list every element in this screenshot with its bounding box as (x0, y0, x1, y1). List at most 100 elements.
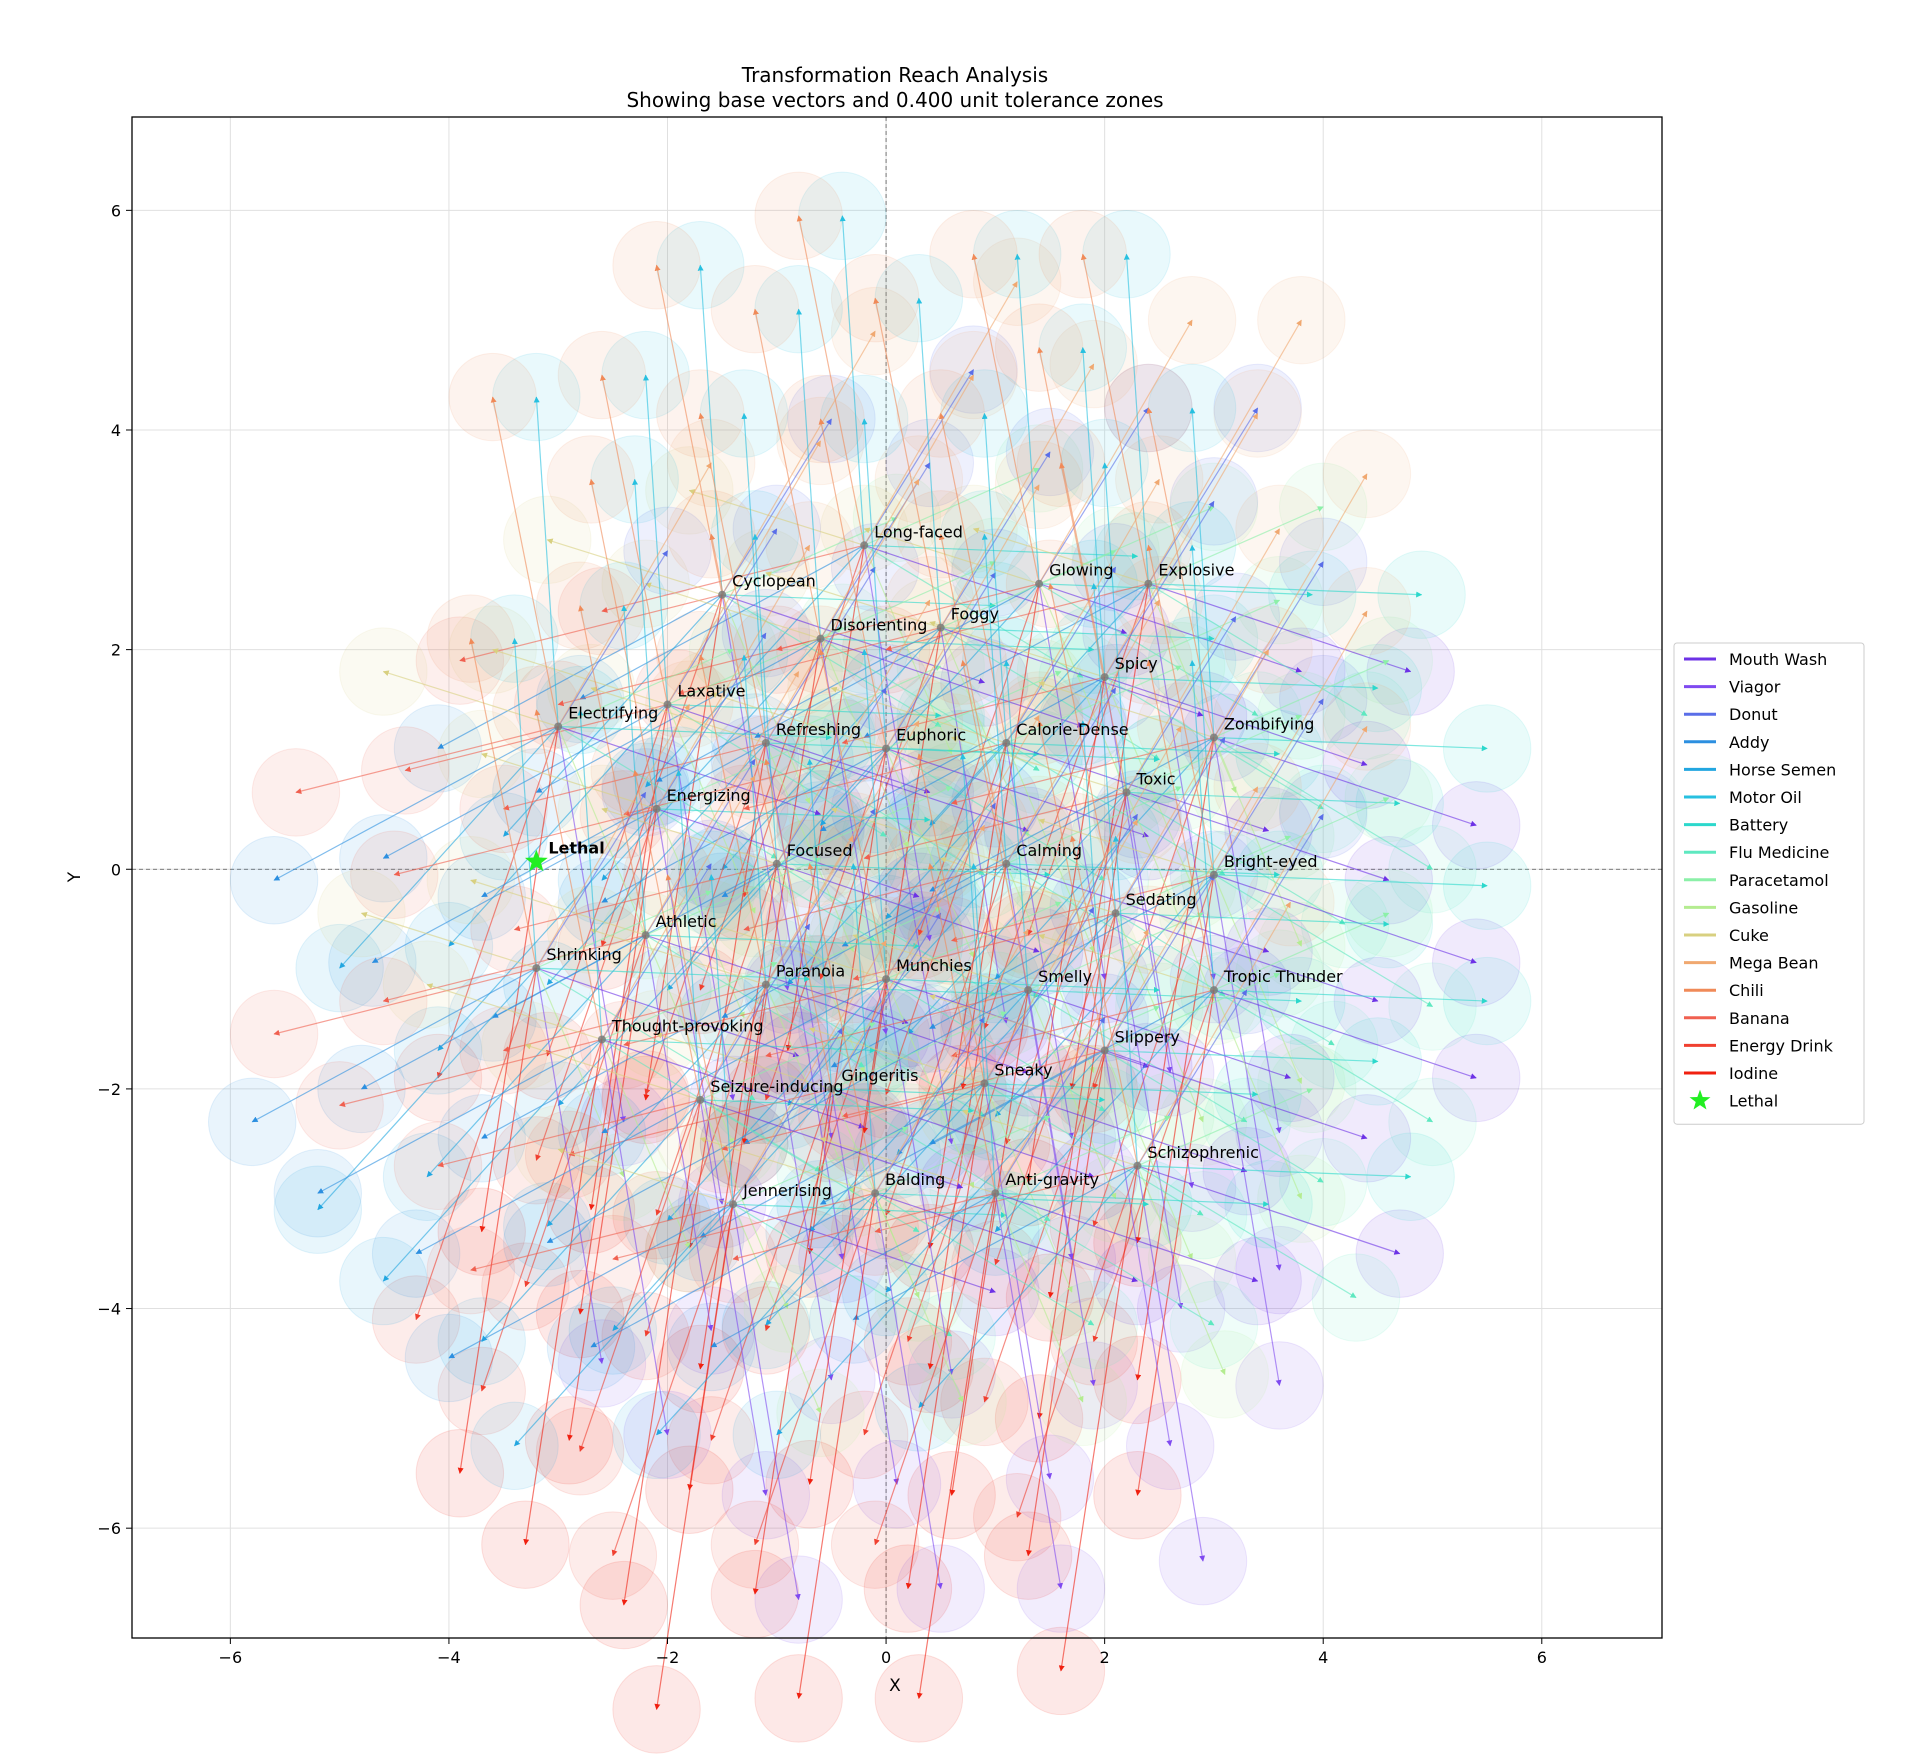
base-vector (752, 533, 778, 864)
effect-point (936, 623, 945, 632)
base-vector (415, 967, 537, 1321)
base-vector (807, 978, 887, 1485)
base-vector (1136, 901, 1291, 1167)
base-vector (995, 1192, 1215, 1326)
base-vector (961, 1109, 1138, 1167)
base-vector (1039, 583, 1313, 598)
base-vector (710, 922, 887, 980)
tolerance-zone (1322, 682, 1412, 771)
base-vector (601, 1039, 691, 1249)
tolerance-zone (1038, 1357, 1128, 1447)
effect-point (1100, 673, 1109, 682)
base-vector (1137, 1165, 1401, 1255)
base-vector (787, 742, 1007, 986)
tolerance-zone (229, 989, 319, 1079)
base-vector (721, 418, 832, 596)
base-vector (796, 215, 865, 546)
base-vector (1104, 874, 1215, 1051)
base-vector (1037, 720, 1106, 1051)
base-vector (885, 901, 1062, 980)
effect-point (1002, 738, 1011, 747)
base-vector (885, 1050, 1106, 1293)
base-vector (601, 1038, 822, 1172)
base-vector (611, 1204, 734, 1557)
base-vector (534, 709, 603, 1040)
base-vector (983, 1083, 1053, 1480)
effect-label: Gingeritis (841, 1066, 918, 1085)
effect-label: Euphoric (896, 725, 966, 744)
base-vector (1189, 660, 1215, 991)
tolerance-zone (1126, 1401, 1215, 1491)
legend-entry: Mouth Wash (1729, 650, 1827, 669)
base-vector (972, 527, 1149, 585)
legend-entry: Mega Bean (1729, 954, 1818, 973)
base-vector (317, 1038, 603, 1194)
base-vector (722, 594, 996, 609)
base-vector (994, 929, 1149, 1194)
base-vector (1104, 412, 1259, 678)
base-vector (1213, 725, 1368, 991)
effect-label: Schizophrenic (1147, 1143, 1258, 1162)
effect-point (1209, 870, 1218, 879)
base-vector (699, 1137, 876, 1194)
base-vector (645, 934, 734, 1145)
base-vector (644, 742, 767, 1095)
effect-point (761, 980, 770, 989)
legend-entry: Cuke (1729, 926, 1769, 945)
base-vector (808, 1027, 985, 1084)
effect-label: Sneaky (994, 1060, 1052, 1079)
legend-entry-lethal: Lethal (1729, 1092, 1778, 1111)
base-vector (807, 863, 876, 1194)
base-vector (535, 967, 625, 1178)
base-vector (1092, 989, 1215, 1343)
base-vector (557, 1148, 734, 1205)
base-vector (1005, 478, 1160, 744)
effect-point (729, 1200, 738, 1209)
base-vector (699, 835, 854, 1101)
effect-label: Disorienting (831, 616, 928, 635)
y-tick-label: −4 (97, 1300, 121, 1319)
base-vector (577, 808, 658, 1315)
x-axis-label: X (889, 1676, 901, 1696)
base-vector (732, 1204, 801, 1601)
effect-point (1144, 579, 1153, 588)
effect-point (1002, 859, 1011, 868)
base-vector (1147, 407, 1259, 585)
legend-entry: Donut (1729, 705, 1778, 724)
base-vector (1016, 1165, 1138, 1518)
effect-label: Athletic (656, 912, 717, 931)
base-vector (645, 934, 865, 1068)
base-vector (1148, 583, 1412, 673)
legend-entry: Paracetamol (1729, 871, 1829, 890)
effect-label: Paranoia (776, 962, 845, 981)
base-vector (776, 863, 996, 997)
effect-label: Munchies (896, 956, 972, 975)
base-vector (513, 863, 777, 932)
base-vector (601, 978, 887, 1134)
base-vector (984, 1082, 1259, 1098)
tolerance-zone (612, 1665, 701, 1754)
base-vector (393, 808, 657, 877)
tolerance-zone (1158, 1516, 1248, 1606)
base-vector (1005, 566, 1117, 744)
base-vector (886, 747, 1160, 763)
x-tick-label: −4 (437, 1648, 461, 1667)
effect-point (1111, 909, 1120, 918)
base-vector (645, 758, 756, 936)
base-vector (448, 704, 668, 947)
base-vector (568, 1088, 832, 1157)
base-vector (820, 638, 1095, 653)
tolerance-zone (251, 748, 341, 837)
base-vector (1125, 792, 1215, 1002)
tolerance-zone (273, 1149, 362, 1238)
base-vector (896, 912, 1117, 1156)
lethal-label: Lethal (548, 839, 604, 858)
base-vector (700, 1022, 876, 1101)
base-vector (863, 1083, 985, 1436)
base-vector (776, 687, 887, 865)
base-vector (667, 748, 887, 991)
base-vector (632, 478, 658, 809)
base-vector (874, 1192, 964, 1403)
tolerance-zone (546, 435, 636, 524)
base-vector (732, 1203, 822, 1414)
